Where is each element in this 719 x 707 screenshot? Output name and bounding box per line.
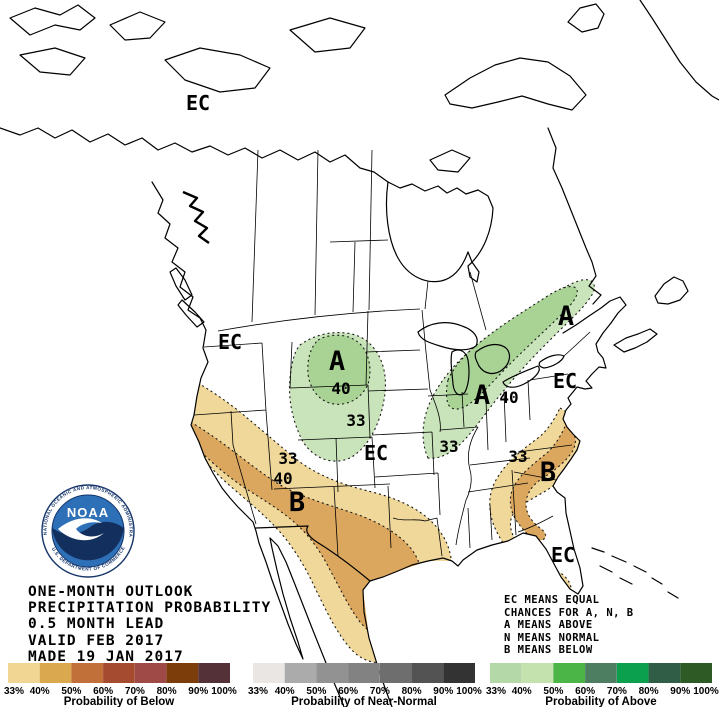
outlook-shaded-regions (147, 279, 595, 664)
key-line-2: CHANCES FOR A, N, B (504, 607, 634, 619)
below-normal-region-southwest-inner (159, 404, 423, 636)
map-label-33-southeast: 33 (508, 447, 527, 466)
map-label-33-ohio-valley: 33 (439, 437, 458, 456)
legend-near-normal-tick: 80% (402, 686, 422, 697)
political-borders (193, 149, 591, 557)
above-normal-region-lakes-inner (445, 286, 578, 410)
legend-near-normal-swatch (379, 663, 412, 683)
legend-above-swatch (585, 663, 617, 683)
legend-above-tick: 100% (693, 686, 719, 697)
legend-below-tick: 40% (30, 686, 50, 697)
key-line-4: N MEANS NORMAL (504, 632, 600, 644)
noaa-logo-acronym: NOAA (67, 505, 109, 520)
legend-above-tick: 90% (670, 686, 690, 697)
legend-below-tick: 90% (188, 686, 208, 697)
legend-near-normal-tick: 90% (433, 686, 453, 697)
legend-below-tick: 50% (61, 686, 81, 697)
legend-above-swatches (490, 663, 712, 683)
legend-below-caption: Probability of Below (64, 696, 175, 707)
legend-above-tick: 80% (639, 686, 659, 697)
map-label-ec-pacific-northwest: EC (218, 330, 242, 354)
legend-near-normal: 33% 40% 50% 60% 70% 80% 90% 100% Probabi… (248, 663, 482, 707)
legend-below-swatch (39, 663, 72, 683)
map-label-a-plains: A (329, 346, 345, 377)
key-line-5: B MEANS BELOW (504, 644, 593, 656)
title-line-5: MADE 19 JAN 2017 (28, 649, 184, 665)
legend-near-normal-caption: Probability of Near-Normal (291, 696, 437, 707)
legend-near-normal-tick: 60% (338, 686, 358, 697)
legend-near-normal-swatches (253, 663, 475, 683)
key-block: EC MEANS EQUAL CHANCES FOR A, N, B A MEA… (504, 594, 634, 656)
legend-near-normal-swatch (411, 663, 444, 683)
below-normal-region-southeast-inner (509, 423, 576, 541)
map-label-ec-mid-atlantic: EC (553, 369, 577, 393)
legend-below-tick: 80% (157, 686, 177, 697)
map-label-a-great-lakes: A (474, 380, 490, 411)
map-label-ec-florida: EC (551, 543, 575, 567)
legend-above-tick: 33% (486, 686, 506, 697)
legend-above-swatch (680, 663, 712, 683)
legend-near-normal-swatch (253, 663, 285, 683)
title-block: ONE-MONTH OUTLOOK PRECIPITATION PROBABIL… (28, 584, 271, 665)
legend-above-swatch (553, 663, 586, 683)
map-label-40-great-lakes: 40 (499, 388, 518, 407)
legend-below-tick: 70% (125, 686, 145, 697)
legend-above-swatch (648, 663, 681, 683)
legend-near-normal-swatch (316, 663, 349, 683)
map-label-33-plains: 33 (346, 411, 365, 430)
map-label-33-southwest: 33 (278, 449, 297, 468)
legend-above: 33% 40% 50% 60% 70% 80% 90% 100% Probabi… (486, 663, 719, 707)
legend-below-swatch (103, 663, 135, 683)
legend-below-swatch (8, 663, 40, 683)
legend-above-swatch (616, 663, 649, 683)
legend-above-tick: 60% (575, 686, 595, 697)
map-label-ec-central-plains: EC (364, 441, 388, 465)
legend-above-swatch (490, 663, 522, 683)
legend-below-tick: 100% (211, 686, 237, 697)
legend-below-swatch (166, 663, 199, 683)
legend-above-swatch (521, 663, 554, 683)
noaa-logo: NOAA NATIONAL OCEANIC AND ATMOSPHERIC AD… (41, 484, 135, 578)
title-line-4: VALID FEB 2017 (28, 633, 164, 649)
legend-near-normal-tick: 70% (370, 686, 390, 697)
legend-below: 33% 40% 50% 60% 70% 80% 90% 100% Probabi… (4, 663, 237, 707)
legend-above-tick: 40% (512, 686, 532, 697)
noaa-logo-sea (52, 521, 124, 561)
key-line-1: EC MEANS EQUAL (504, 594, 600, 606)
legend-near-normal-swatch (443, 663, 475, 683)
legend-near-normal-tick: 40% (275, 686, 295, 697)
legend-near-normal-tick: 100% (456, 686, 482, 697)
map-label-b-southeast: B (540, 457, 556, 488)
legend-above-tick: 70% (607, 686, 627, 697)
title-line-3: 0.5 MONTH LEAD (28, 616, 164, 632)
legend-above-tick: 50% (543, 686, 563, 697)
title-line-2: PRECIPITATION PROBABILITY (28, 600, 271, 616)
legend-below-swatch (198, 663, 230, 683)
title-line-1: ONE-MONTH OUTLOOK (28, 584, 193, 600)
map-labels: EC EC A 40 33 EC A 40 33 EC A 33 40 B 33… (186, 91, 577, 567)
legend-above-caption: Probability of Above (545, 696, 656, 707)
legend-below-swatches (8, 663, 230, 683)
legend-below-tick: 33% (4, 686, 24, 697)
map-label-40-plains: 40 (331, 379, 350, 398)
map-label-b-southwest: B (289, 487, 305, 518)
key-line-3: A MEANS ABOVE (504, 619, 593, 631)
legend-near-normal-swatch (348, 663, 380, 683)
legend-below-tick: 60% (93, 686, 113, 697)
map-label-40-southwest: 40 (273, 469, 292, 488)
above-normal-region-lakes-outer (422, 279, 595, 459)
legend-below-swatch (71, 663, 104, 683)
legend-below-swatch (134, 663, 167, 683)
map-label-ec-north-canada: EC (186, 91, 210, 115)
legend-near-normal-tick: 33% (248, 686, 268, 697)
noaa-logo-gull-icon (58, 518, 104, 541)
map-label-a-northeast: A (558, 301, 574, 332)
legend-near-normal-tick: 50% (306, 686, 326, 697)
legend-near-normal-swatch (284, 663, 317, 683)
